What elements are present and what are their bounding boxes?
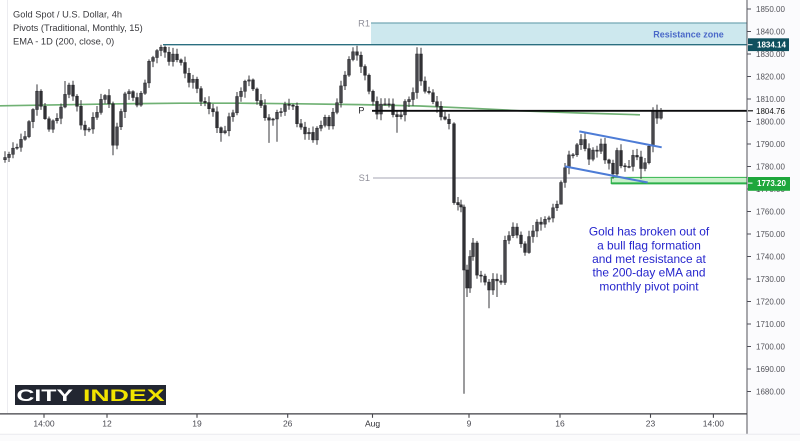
svg-text:26: 26 xyxy=(283,419,293,429)
svg-text:Resistance zone: Resistance zone xyxy=(653,30,724,40)
svg-text:9: 9 xyxy=(467,419,472,429)
svg-text:Gold has broken out of: Gold has broken out of xyxy=(589,225,710,239)
svg-text:P: P xyxy=(358,106,364,116)
svg-text:14:00: 14:00 xyxy=(703,419,725,429)
svg-text:1820.00: 1820.00 xyxy=(756,73,785,82)
svg-text:19: 19 xyxy=(192,419,202,429)
svg-text:Aug: Aug xyxy=(365,419,380,429)
svg-text:monthly pivot point: monthly pivot point xyxy=(599,279,699,293)
svg-text:1800.00: 1800.00 xyxy=(756,118,785,127)
svg-text:1804.76: 1804.76 xyxy=(756,107,785,116)
svg-text:INDEX: INDEX xyxy=(83,386,166,405)
svg-text:1700.00: 1700.00 xyxy=(756,343,785,352)
svg-text:1750.00: 1750.00 xyxy=(756,230,785,239)
svg-text:1773.20: 1773.20 xyxy=(757,179,786,188)
svg-text:1780.00: 1780.00 xyxy=(756,163,785,172)
svg-text:1834.14: 1834.14 xyxy=(757,41,786,50)
svg-text:1740.00: 1740.00 xyxy=(756,253,785,262)
svg-text:1810.00: 1810.00 xyxy=(756,95,785,104)
svg-text:1680.00: 1680.00 xyxy=(756,388,785,397)
svg-text:1830.00: 1830.00 xyxy=(756,50,785,59)
svg-text:CITY: CITY xyxy=(17,386,74,405)
svg-text:Pivots (Traditional, Monthly,: Pivots (Traditional, Monthly, 15) xyxy=(13,23,143,33)
svg-text:12: 12 xyxy=(102,419,112,429)
svg-text:S1: S1 xyxy=(359,173,370,183)
svg-text:1730.00: 1730.00 xyxy=(756,275,785,284)
svg-text:1710.00: 1710.00 xyxy=(756,320,785,329)
svg-text:1760.00: 1760.00 xyxy=(756,208,785,217)
svg-text:1850.00: 1850.00 xyxy=(756,5,785,14)
svg-text:1790.00: 1790.00 xyxy=(756,140,785,149)
svg-text:14:00: 14:00 xyxy=(33,419,55,429)
svg-text:Gold Spot / U.S. Dollar, 4h: Gold Spot / U.S. Dollar, 4h xyxy=(13,9,122,19)
svg-text:the 200-day eMA and: the 200-day eMA and xyxy=(592,266,705,280)
svg-text:R1: R1 xyxy=(358,18,370,28)
svg-text:1720.00: 1720.00 xyxy=(756,298,785,307)
svg-text:16: 16 xyxy=(555,419,565,429)
svg-text:and met resistance at: and met resistance at xyxy=(592,252,706,266)
svg-text:1840.00: 1840.00 xyxy=(756,28,785,37)
svg-text:1690.00: 1690.00 xyxy=(756,365,785,374)
svg-text:23: 23 xyxy=(646,419,656,429)
svg-text:EMA - 1D (200, close, 0): EMA - 1D (200, close, 0) xyxy=(13,36,114,46)
svg-text:a bull flag formation: a bull flag formation xyxy=(597,238,701,252)
